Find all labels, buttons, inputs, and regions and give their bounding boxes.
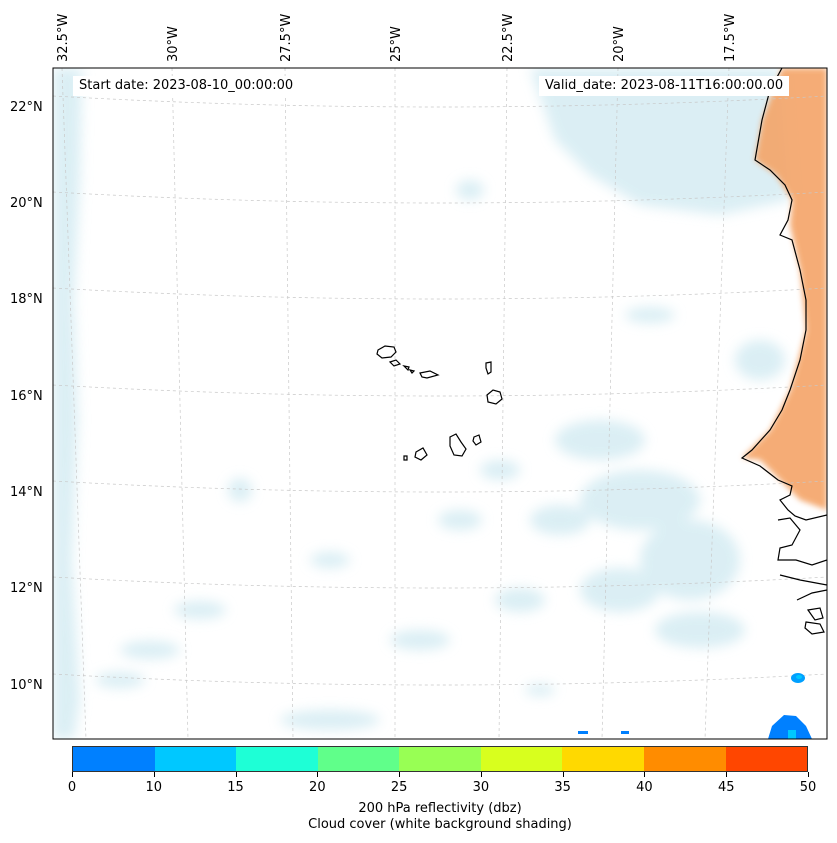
colorbar-tick	[72, 772, 73, 777]
lat-label: 20°N	[10, 196, 43, 211]
island	[486, 389, 503, 405]
meridian-line	[498, 68, 508, 739]
lat-label: 22°N	[10, 100, 43, 115]
colorbar-segment	[236, 747, 318, 771]
island	[403, 455, 408, 461]
colorbar-ticks: 0 10 15 20 25 30 35 40 45 50	[68, 772, 816, 802]
meridian-line	[171, 68, 189, 739]
colorbar-segment	[725, 747, 808, 771]
parallel-line	[53, 191, 827, 204]
meridian-line	[601, 68, 619, 739]
lat-label: 10°N	[10, 678, 43, 693]
colorbar-tick-label: 20	[309, 780, 326, 795]
lat-label: 14°N	[10, 485, 43, 500]
colorbar-title-line2: Cloud cover (white background shading)	[308, 817, 572, 832]
parallel-line	[53, 576, 827, 589]
lon-label: 27.5°W	[279, 14, 294, 62]
reflectivity-echoes	[578, 673, 812, 739]
colorbar-tick-label: 15	[227, 780, 244, 795]
colorbar-segment	[643, 747, 726, 771]
parallel-line	[53, 480, 827, 493]
lon-label: 30°W	[166, 26, 181, 62]
parallel-line	[53, 384, 827, 397]
colorbar-tick	[399, 772, 401, 777]
island	[472, 434, 482, 446]
colorbar-tick-label: 0	[67, 780, 77, 795]
lon-label: 20°W	[612, 26, 627, 62]
island	[376, 345, 397, 359]
colorbar-tick	[317, 772, 319, 777]
lon-label: 17.5°W	[723, 14, 738, 62]
colorbar-tick-label: 10	[145, 780, 163, 795]
island	[414, 447, 428, 461]
colorbar-tick	[808, 772, 809, 777]
lon-label: 32.5°W	[56, 14, 71, 62]
land-shading	[742, 68, 827, 510]
island	[388, 359, 402, 367]
colorbar-tick-label: 30	[472, 780, 490, 795]
valid-date-label: Valid_date: 2023-08-11T16:00:00.00	[539, 76, 790, 96]
lat-label: 16°N	[10, 389, 43, 404]
island	[485, 361, 492, 375]
island	[419, 370, 440, 379]
colorbar-segment	[154, 747, 237, 771]
longitude-labels: 32.5°W 30°W 27.5°W 25°W 22.5°W 20°W 17.5…	[56, 14, 738, 62]
island	[449, 433, 467, 457]
lon-label: 25°W	[389, 26, 404, 62]
africa-coastline	[740, 68, 827, 521]
colorbar-tick-label: 40	[636, 780, 653, 795]
lat-label: 12°N	[10, 581, 43, 596]
parallel-line	[53, 673, 827, 686]
colorbar	[72, 746, 808, 772]
colorbar-segment	[480, 747, 563, 771]
colorbar-segment	[317, 747, 400, 771]
colorbar-tick	[153, 772, 155, 777]
colorbar-segment	[399, 747, 481, 771]
meridian-line	[61, 68, 87, 739]
colorbar-tick	[644, 772, 646, 777]
colorbar-title: 200 hPa reflectivity (dbz) Cloud cover (…	[72, 801, 808, 833]
colorbar-tick-label: 25	[390, 780, 408, 795]
colorbar-tick	[480, 772, 482, 777]
colorbar-tick	[562, 772, 564, 777]
parallel-line	[53, 95, 827, 108]
colorbar-segment	[562, 747, 644, 771]
lon-label: 22.5°W	[501, 14, 516, 62]
parallel-line	[53, 287, 827, 300]
graticule	[53, 68, 827, 739]
colorbar-tick-label: 45	[717, 780, 735, 795]
lat-label: 18°N	[10, 292, 43, 307]
map-border	[52, 67, 828, 740]
colorbar-title-line1: 200 hPa reflectivity (dbz)	[358, 801, 522, 816]
meridian-line	[704, 68, 730, 739]
island	[408, 369, 416, 374]
colorbar-segment	[73, 747, 155, 771]
colorbar-tick-label: 50	[799, 780, 817, 795]
latitude-labels: 22°N 20°N 18°N 16°N 14°N 12°N 10°N	[10, 100, 43, 693]
colorbar-tick-label: 35	[554, 780, 571, 795]
island	[402, 365, 410, 372]
coastlines	[376, 68, 827, 635]
meridian-line	[284, 68, 294, 739]
start-date-label: Start date: 2023-08-10_00:00:00	[73, 76, 300, 96]
colorbar-tick	[235, 772, 237, 777]
colorbar-tick	[726, 772, 728, 777]
